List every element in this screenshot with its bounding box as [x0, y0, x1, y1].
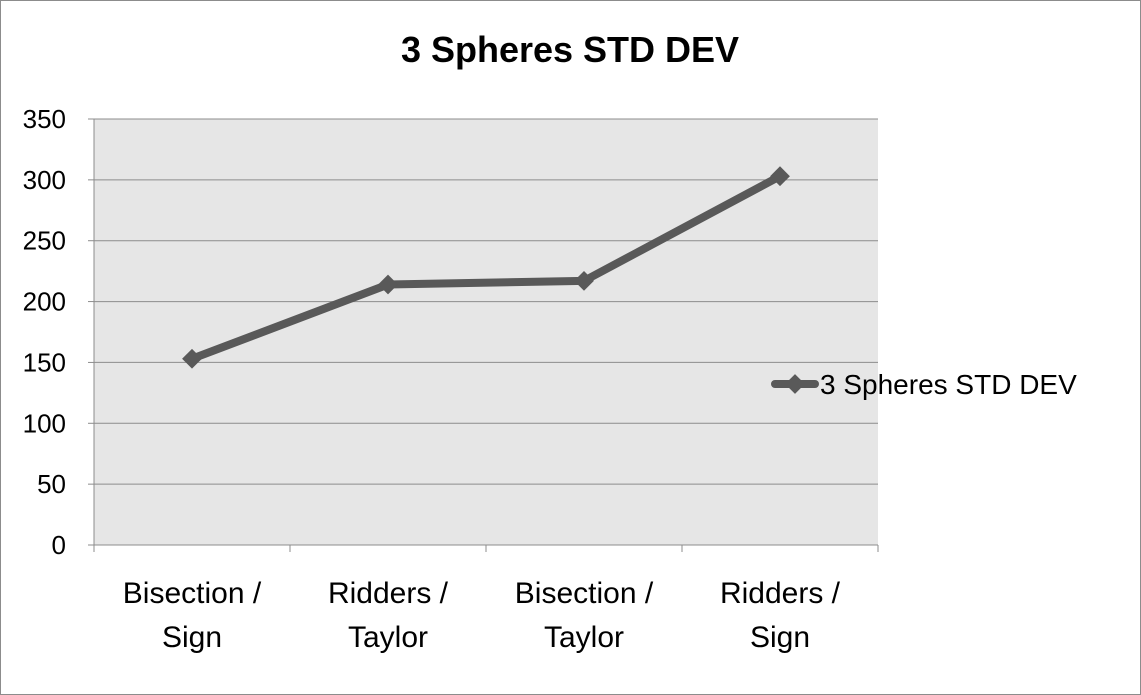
- y-tick-label: 350: [23, 104, 66, 134]
- chart-title: 3 Spheres STD DEV: [401, 29, 739, 70]
- series-line: [188, 172, 784, 363]
- legend-marker: [785, 374, 805, 394]
- x-tick-label: Taylor: [544, 621, 624, 654]
- x-tick-label: Taylor: [348, 621, 428, 654]
- y-tick-label: 0: [52, 530, 66, 560]
- y-tick-label: 150: [23, 347, 66, 377]
- x-tick-label: Bisection /: [123, 577, 262, 610]
- y-axis-ticks: 0 50 100 150 200 250 300 350: [23, 104, 94, 560]
- grid-lines: [94, 118, 878, 485]
- legend-label: 3 Spheres STD DEV: [820, 369, 1077, 400]
- data-point: [378, 274, 398, 295]
- x-tick-label: Sign: [162, 621, 222, 654]
- y-tick-label: 100: [23, 408, 66, 438]
- x-axis-ticks: Bisection / Sign Ridders / Taylor Bisection …: [93, 545, 879, 654]
- y-tick-label: 50: [37, 469, 66, 499]
- data-point: [182, 348, 202, 369]
- data-point: [574, 270, 594, 291]
- x-tick-label: Bisection /: [515, 577, 654, 610]
- y-tick-label: 250: [23, 226, 66, 256]
- legend: 3 Spheres STD DEV: [771, 369, 1077, 400]
- x-tick-label: Ridders /: [720, 577, 841, 610]
- x-tick-label: Ridders /: [328, 577, 449, 610]
- x-tick-label: Sign: [750, 621, 810, 654]
- series-layer: [182, 166, 790, 369]
- y-tick-label: 300: [23, 165, 66, 195]
- y-tick-label: 200: [23, 287, 66, 317]
